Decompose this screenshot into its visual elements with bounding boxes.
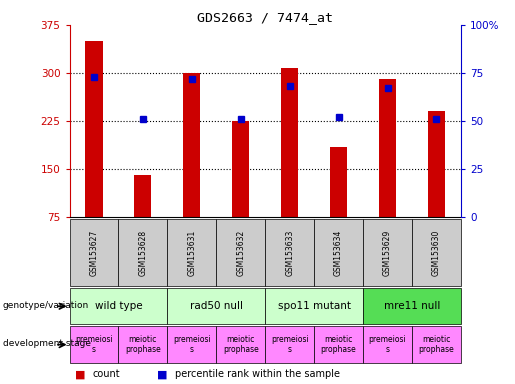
Text: premeiosi
s: premeiosi s (271, 335, 308, 354)
Text: wild type: wild type (95, 301, 142, 311)
Text: development stage: development stage (3, 339, 91, 348)
Bar (70, 288, 167, 324)
Text: GSM153631: GSM153631 (187, 229, 196, 276)
Bar (412, 219, 461, 286)
Bar (134, 175, 151, 217)
Text: spo11 mutant: spo11 mutant (278, 301, 351, 311)
Bar (314, 326, 363, 363)
Text: GSM153632: GSM153632 (236, 229, 245, 276)
Bar (314, 219, 363, 286)
Text: GSM153628: GSM153628 (139, 229, 147, 276)
Bar (183, 73, 200, 217)
Bar (118, 326, 167, 363)
Text: meiotic
prophase: meiotic prophase (223, 335, 259, 354)
Bar (363, 288, 461, 324)
Text: GSM153634: GSM153634 (334, 229, 343, 276)
Bar (70, 326, 118, 363)
Bar (428, 111, 445, 217)
Bar (363, 219, 412, 286)
Bar (216, 219, 265, 286)
Text: ■: ■ (157, 369, 167, 379)
Bar (379, 79, 396, 217)
Text: ■: ■ (75, 369, 85, 379)
Text: GSM153629: GSM153629 (383, 229, 392, 276)
Text: premeiosi
s: premeiosi s (173, 335, 211, 354)
Text: premeiosi
s: premeiosi s (369, 335, 406, 354)
Text: GSM153630: GSM153630 (432, 229, 441, 276)
Bar (167, 219, 216, 286)
Text: meiotic
prophase: meiotic prophase (125, 335, 161, 354)
Bar (330, 147, 347, 217)
Text: rad50 null: rad50 null (190, 301, 243, 311)
Text: GSM153633: GSM153633 (285, 229, 294, 276)
Bar (232, 121, 249, 217)
Text: percentile rank within the sample: percentile rank within the sample (175, 369, 340, 379)
Text: meiotic
prophase: meiotic prophase (419, 335, 454, 354)
Bar (265, 219, 314, 286)
Text: GSM153627: GSM153627 (90, 229, 98, 276)
Bar (265, 288, 363, 324)
Text: genotype/variation: genotype/variation (3, 301, 89, 310)
Bar (167, 326, 216, 363)
Text: mre11 null: mre11 null (384, 301, 440, 311)
Bar (363, 326, 412, 363)
Bar (216, 326, 265, 363)
Title: GDS2663 / 7474_at: GDS2663 / 7474_at (197, 11, 333, 24)
Text: premeiosi
s: premeiosi s (75, 335, 113, 354)
Bar (412, 326, 461, 363)
Bar (85, 41, 102, 217)
Bar (167, 288, 265, 324)
Bar (70, 219, 118, 286)
Bar (118, 219, 167, 286)
Text: meiotic
prophase: meiotic prophase (321, 335, 356, 354)
Bar (265, 326, 314, 363)
Text: count: count (93, 369, 121, 379)
Bar (281, 68, 298, 217)
